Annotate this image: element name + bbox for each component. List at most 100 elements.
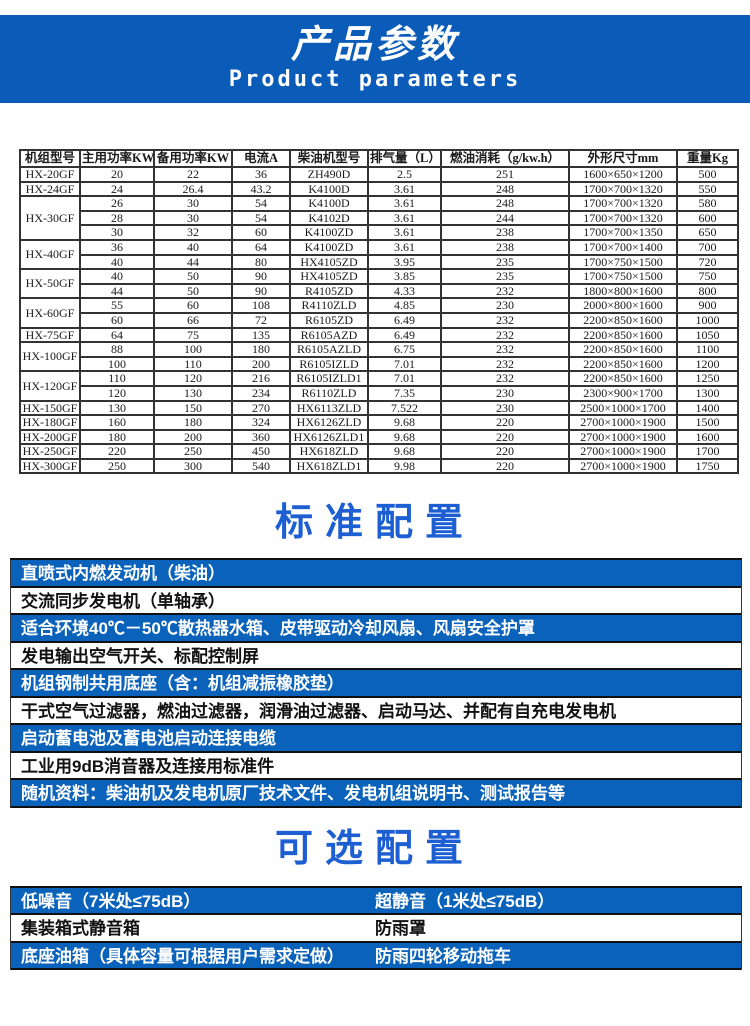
spec-cell: 232 [440, 341, 570, 358]
spec-table-body: HX-20GF 20 22 36 ZH490D 2.5 251 1600×650×1200 50… [19, 166, 739, 475]
spec-cell: 150 [153, 399, 233, 417]
spec-cell: 40 [153, 238, 233, 256]
spec-cell: 220 [440, 457, 570, 475]
spec-cell: 2200×850×1600 [568, 370, 678, 387]
spec-cell: 3.61 [367, 238, 442, 256]
column-header: 排气量（L） [367, 149, 442, 168]
optional-config-row: 集装箱式静音箱 防雨罩 [11, 915, 741, 943]
table-row: HX-300GF 250 300 540 HX618ZLD1 9.98 220 2700×10… [19, 457, 739, 475]
spec-cell: 238 [440, 238, 570, 256]
spec-cell: R4105ZD [289, 282, 369, 300]
spec-cell: HX618ZLD1 [289, 457, 369, 475]
spec-cell: 700 [676, 238, 739, 256]
table-row: 44 50 90 R4105ZD 4.33 232 1800×800×1600 800 [20, 282, 739, 300]
model-cell: HX-60GF [19, 297, 81, 329]
spec-cell: 90 [231, 282, 291, 300]
spec-cell: 130 [153, 384, 233, 402]
spec-cell: 250 [153, 443, 233, 460]
spec-cell: 1050 [676, 326, 739, 344]
spec-cell: 1700×700×1400 [568, 238, 678, 256]
banner: 产品参数 Product parameters [0, 15, 750, 103]
spec-cell: 2500×1000×1700 [568, 399, 678, 417]
spec-cell: 1700×750×1500 [568, 253, 678, 271]
table-row: 60 66 72 R6105ZD 6.49 232 2200×850×1600 1000 [20, 311, 739, 329]
spec-cell: 90 [231, 268, 291, 285]
spec-cell: 1750 [676, 457, 739, 475]
config-item-label: 适合环境40℃－50℃散热器水箱、皮带驱动冷却风扇、风扇安全护罩 [21, 619, 535, 639]
optional-config-row: 低噪音（7米处≤75dB） 超静音（1米处≤75dB） [11, 887, 741, 916]
spec-cell: 232 [440, 282, 570, 300]
spec-cell: 2000×800×1600 [568, 297, 678, 314]
config-item-label: 干式空气过滤器，燃油过滤器，润滑油过滤器、启动马达、并配有自充电发电机 [21, 701, 616, 721]
spec-cell: 120 [153, 370, 233, 387]
spec-cell: 43.2 [231, 180, 291, 198]
spec-cell: 450 [231, 443, 291, 460]
spec-cell: 3.61 [367, 180, 442, 198]
spec-cell: 1200 [676, 355, 739, 373]
standard-config-item: 工业用9dB消音器及连接用标准件 [11, 752, 741, 781]
standard-config-title: 标准配置 [274, 502, 475, 545]
spec-cell: 1700×700×1320 [568, 195, 678, 212]
spec-cell: HX6113ZLD [289, 399, 369, 417]
spec-cell: 1700×700×1320 [568, 209, 678, 227]
spec-cell: 550 [676, 180, 739, 198]
spec-cell: 6.75 [367, 341, 442, 358]
spec-cell: 2700×1000×1900 [568, 428, 678, 446]
table-row: HX-120GF 110 120 216 R6105IZLD1 7.01 232 2200×8… [19, 370, 739, 402]
spec-cell: 7.01 [367, 370, 442, 387]
config-item-label: 交流同步发电机（单轴承） [21, 591, 225, 611]
standard-config-item: 适合环境40℃－50℃散热器水箱、皮带驱动冷却风扇、风扇安全护罩 [11, 615, 741, 643]
spec-cell: 44 [153, 253, 233, 271]
spec-cell: 750 [676, 268, 739, 285]
spec-cell: 1300 [676, 384, 739, 402]
spec-cell: 900 [676, 297, 739, 314]
optional-config-row: 底座油箱（具体容量可根据用户需求定做） 防雨四轮移动拖车 [11, 942, 741, 971]
optional-item-left: 底座油箱（具体容量可根据用户需求定做） [21, 946, 344, 966]
spec-cell: 64 [231, 238, 291, 256]
model-cell: HX-75GF [19, 326, 81, 344]
spec-cell: 1700×700×1350 [568, 224, 678, 241]
spec-cell: 9.68 [367, 428, 442, 446]
spec-cell: 135 [231, 326, 291, 344]
spec-cell: 4.85 [367, 297, 442, 314]
spec-cell: 1800×800×1600 [568, 282, 678, 300]
spec-cell: 238 [440, 224, 570, 241]
table-row: 120 130 234 R6110ZLD 7.35 230 2300×900×1700 130… [20, 384, 739, 402]
spec-cell: 6.49 [367, 311, 442, 329]
spec-cell: 180 [153, 414, 233, 431]
spec-cell: 22 [153, 166, 233, 183]
table-row: HX-100GF 88 100 180 R6105AZLD 6.75 232 2200×850… [19, 341, 739, 373]
table-row: HX-24GF 24 26.4 43.2 K4100D 3.61 248 1700×700×1… [19, 180, 739, 198]
model-cell: HX-30GF [19, 195, 81, 241]
spec-cell: 216 [231, 370, 291, 387]
spec-cell: 3.61 [367, 209, 442, 227]
optional-config-title: 可选配置 [274, 827, 475, 870]
spec-cell: 7.01 [367, 355, 442, 373]
spec-cell: ZH490D [289, 166, 369, 183]
spec-cell: 720 [676, 253, 739, 271]
spec-cell: 9.68 [367, 414, 442, 431]
column-header: 外形尺寸mm [568, 149, 678, 168]
spec-cell: 54 [231, 209, 291, 227]
spec-cell: 64 [79, 326, 155, 344]
spec-cell: 324 [231, 414, 291, 431]
model-cell: HX-150GF [19, 399, 81, 417]
spec-cell: 30 [153, 195, 233, 212]
table-row: HX-20GF 20 22 36 ZH490D 2.5 251 1600×650×1200 50… [19, 166, 739, 183]
spec-cell: 1700×750×1500 [568, 268, 678, 285]
spec-cell: 200 [231, 355, 291, 373]
spec-cell: 72 [231, 311, 291, 329]
spec-cell: K4102D [289, 209, 369, 227]
config-item-label: 工业用9dB消音器及连接用标准件 [21, 756, 275, 776]
standard-config-item: 交流同步发电机（单轴承） [11, 587, 741, 616]
spec-cell: 220 [440, 414, 570, 431]
spec-cell: 270 [231, 399, 291, 417]
spec-cell: 26 [79, 195, 155, 212]
column-header: 电流A [231, 149, 291, 168]
optional-item-right: 防雨四轮移动拖车 [375, 946, 512, 966]
spec-cell: 88 [79, 341, 155, 358]
spec-cell: R6105AZD [289, 326, 369, 344]
spec-cell: R6105AZLD [289, 341, 369, 358]
model-cell: HX-50GF [19, 268, 81, 300]
spec-cell: 50 [153, 268, 233, 285]
